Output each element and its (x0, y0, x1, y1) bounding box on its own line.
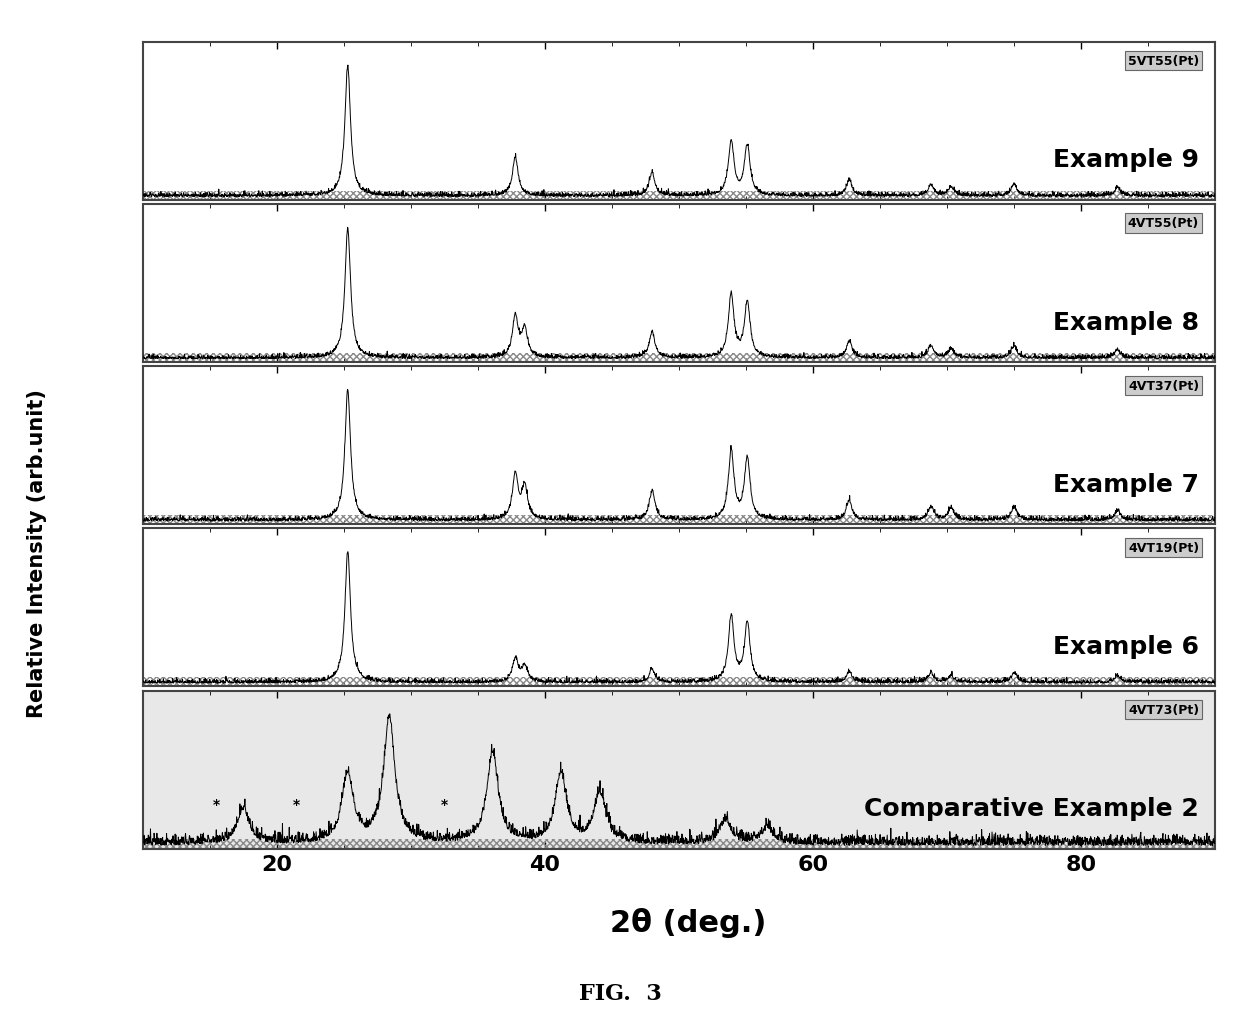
Bar (143, 678, 1215, 687)
Text: 4VT73(Pt): 4VT73(Pt) (1128, 703, 1199, 716)
Text: Example 7: Example 7 (1053, 473, 1199, 496)
Text: Relative Intensity (arb.unit): Relative Intensity (arb.unit) (27, 388, 47, 717)
Text: Example 6: Example 6 (1053, 635, 1199, 658)
Text: 2θ (deg.): 2θ (deg.) (610, 907, 766, 937)
Bar (143, 840, 1215, 849)
Bar (143, 516, 1215, 525)
Text: Example 9: Example 9 (1053, 149, 1199, 172)
Text: Example 8: Example 8 (1053, 311, 1199, 334)
Text: 4VT55(Pt): 4VT55(Pt) (1128, 217, 1199, 230)
Text: FIG.  3: FIG. 3 (579, 982, 661, 1005)
Text: 4VT37(Pt): 4VT37(Pt) (1128, 379, 1199, 392)
Text: *: * (440, 798, 448, 812)
Text: *: * (293, 798, 300, 812)
Text: *: * (213, 798, 219, 812)
Text: 5VT55(Pt): 5VT55(Pt) (1128, 55, 1199, 68)
Text: Comparative Example 2: Comparative Example 2 (864, 797, 1199, 820)
Bar (143, 354, 1215, 363)
Bar (143, 192, 1215, 201)
Text: 4VT19(Pt): 4VT19(Pt) (1128, 541, 1199, 554)
